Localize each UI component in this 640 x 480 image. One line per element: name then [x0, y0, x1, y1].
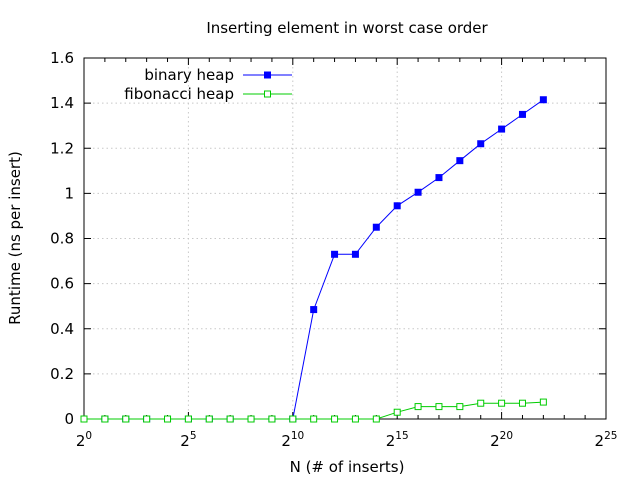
- data-point: [351, 415, 359, 423]
- data-point: [372, 223, 380, 231]
- chart-title: Inserting element in worst case order: [206, 19, 488, 37]
- x-tick-exponent: 25: [604, 430, 617, 442]
- x-tick-exponent: 5: [190, 430, 197, 442]
- y-tick-label: 1.6: [50, 49, 74, 67]
- data-point: [226, 415, 234, 423]
- data-point: [184, 415, 192, 423]
- data-point: [143, 415, 151, 423]
- data-point: [80, 415, 88, 423]
- data-point: [205, 415, 213, 423]
- series-line: [84, 99, 544, 420]
- data-point: [164, 415, 172, 423]
- data-point: [435, 174, 443, 182]
- data-point: [539, 96, 547, 104]
- x-tick-label: 25: [180, 430, 196, 450]
- legend-label: binary heap: [144, 66, 234, 84]
- data-point: [289, 415, 297, 423]
- data-point: [477, 399, 485, 407]
- data-point: [310, 306, 318, 314]
- legend-item: binary heap: [144, 66, 292, 84]
- data-point: [518, 110, 526, 118]
- data-point: [456, 403, 464, 411]
- data-point: [414, 403, 422, 411]
- y-tick-label: 1: [64, 184, 74, 202]
- x-tick-label: 210: [281, 430, 304, 450]
- data-point: [122, 415, 130, 423]
- y-axis-label: Runtime (ns per insert): [6, 151, 24, 325]
- x-tick-base: 2: [281, 432, 291, 450]
- data-point: [477, 140, 485, 148]
- x-tick-exponent: 10: [291, 430, 304, 442]
- x-tick-label: 225: [595, 430, 618, 450]
- data-point: [331, 250, 339, 258]
- data-point: [393, 408, 401, 416]
- x-tick-label: 20: [76, 430, 92, 450]
- series-layer: [80, 96, 547, 423]
- x-tick-base: 2: [386, 432, 396, 450]
- data-point: [456, 157, 464, 165]
- x-tick-exponent: 20: [500, 430, 513, 442]
- x-tick-exponent: 0: [85, 430, 92, 442]
- data-point: [310, 415, 318, 423]
- x-tick-base: 2: [76, 432, 86, 450]
- legend-item: fibonacci heap: [124, 85, 292, 103]
- y-tick-label: 0.6: [50, 275, 74, 293]
- legend-marker: [264, 90, 271, 98]
- y-tick-label: 0: [64, 410, 74, 428]
- data-point: [393, 202, 401, 210]
- data-point: [539, 398, 547, 406]
- data-point: [372, 415, 380, 423]
- data-point: [247, 415, 255, 423]
- x-tick-exponent: 15: [395, 430, 408, 442]
- data-point: [101, 415, 109, 423]
- y-tick-label: 0.4: [50, 320, 74, 338]
- x-axis-label: N (# of inserts): [290, 458, 405, 476]
- data-point: [331, 415, 339, 423]
- data-point: [498, 125, 506, 133]
- grid: [84, 58, 606, 419]
- data-point: [498, 399, 506, 407]
- y-tick-label: 1.2: [50, 139, 74, 157]
- data-point: [268, 415, 276, 423]
- series-fibonacci-heap: [80, 398, 547, 423]
- x-tick-label: 220: [490, 430, 513, 450]
- data-point: [351, 250, 359, 258]
- x-tick-labels: 20 25 210 215 220 225: [76, 430, 618, 450]
- x-tick-base: 2: [595, 432, 605, 450]
- y-tick-label: 0.8: [50, 230, 74, 248]
- legend-marker: [264, 71, 271, 79]
- x-tick-base: 2: [490, 432, 500, 450]
- legend-label: fibonacci heap: [124, 85, 234, 103]
- x-tick-label: 215: [386, 430, 409, 450]
- x-tick-base: 2: [180, 432, 190, 450]
- y-tick-label: 1.4: [50, 94, 74, 112]
- data-point: [414, 188, 422, 196]
- data-point: [435, 403, 443, 411]
- y-tick-label: 0.2: [50, 365, 74, 383]
- data-point: [518, 399, 526, 407]
- y-tick-labels: 0 0.2 0.4 0.6 0.8 1 1.2 1.4 1.6: [50, 49, 74, 428]
